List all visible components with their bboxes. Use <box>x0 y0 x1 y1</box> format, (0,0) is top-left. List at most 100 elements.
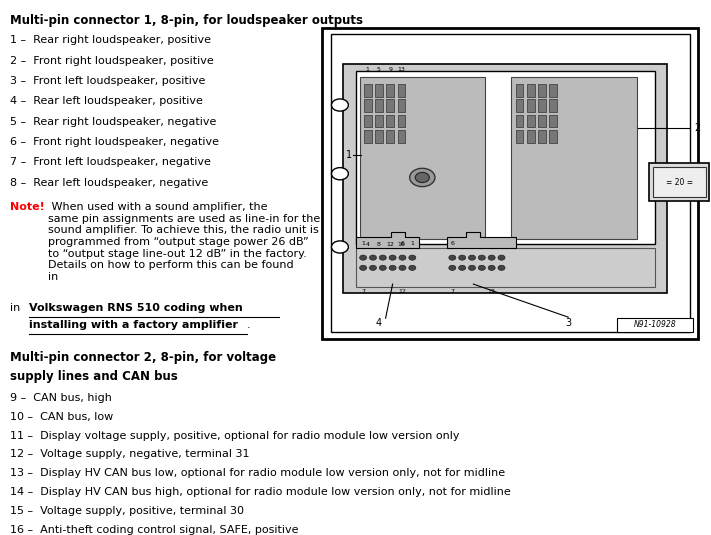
Bar <box>550 84 557 97</box>
Bar <box>386 114 394 127</box>
Bar <box>511 77 637 239</box>
Text: 1: 1 <box>346 150 352 160</box>
Text: 9: 9 <box>388 67 392 72</box>
Circle shape <box>370 265 376 270</box>
Text: 13 –  Display HV CAN bus low, optional for radio module low version only, not fo: 13 – Display HV CAN bus low, optional fo… <box>10 468 505 478</box>
Bar <box>515 130 523 143</box>
Bar <box>375 100 383 112</box>
Circle shape <box>488 255 495 260</box>
Text: 4: 4 <box>365 242 370 247</box>
Bar <box>364 84 372 97</box>
Circle shape <box>449 265 456 270</box>
Text: 4 –  Rear left loudspeaker, positive: 4 – Rear left loudspeaker, positive <box>10 96 203 106</box>
Text: 1 –  Rear right loudspeaker, positive: 1 – Rear right loudspeaker, positive <box>10 35 210 45</box>
Text: Multi-pin connector 1, 8-pin, for loudspeaker outputs: Multi-pin connector 1, 8-pin, for loudsp… <box>10 14 363 27</box>
Polygon shape <box>447 232 515 248</box>
Text: 7: 7 <box>361 289 365 294</box>
Bar <box>515 100 523 112</box>
Bar <box>397 130 405 143</box>
Circle shape <box>479 255 486 260</box>
Text: Multi-pin connector 2, 8-pin, for voltage: Multi-pin connector 2, 8-pin, for voltag… <box>10 351 276 364</box>
Bar <box>527 130 535 143</box>
Text: = 20 =: = 20 = <box>665 178 693 187</box>
Bar <box>550 100 557 112</box>
Circle shape <box>459 265 466 270</box>
Text: 5: 5 <box>377 67 381 72</box>
Circle shape <box>469 255 476 260</box>
Bar <box>397 100 405 112</box>
Bar <box>386 130 394 143</box>
Text: 11 –  Display voltage supply, positive, optional for radio module low version on: 11 – Display voltage supply, positive, o… <box>10 431 459 441</box>
Bar <box>538 84 546 97</box>
Text: 2: 2 <box>695 123 701 133</box>
Circle shape <box>331 99 348 111</box>
Circle shape <box>479 265 486 270</box>
Circle shape <box>331 241 348 253</box>
Bar <box>538 100 546 112</box>
Bar <box>322 28 698 339</box>
Bar <box>386 100 394 112</box>
Circle shape <box>410 169 435 187</box>
Text: 1: 1 <box>410 241 415 246</box>
Text: 7 –  Front left loudspeaker, negative: 7 – Front left loudspeaker, negative <box>10 157 210 167</box>
Text: 12: 12 <box>488 289 496 294</box>
Circle shape <box>498 255 505 260</box>
Bar <box>364 130 372 143</box>
Bar <box>360 77 485 239</box>
Bar <box>364 114 372 127</box>
Circle shape <box>360 265 367 270</box>
Text: 1: 1 <box>365 67 370 72</box>
Text: .: . <box>247 320 251 330</box>
Bar <box>364 100 372 112</box>
Bar <box>331 34 690 332</box>
Bar <box>527 84 535 97</box>
Bar <box>356 248 655 287</box>
Text: 6 –  Front right loudspeaker, negative: 6 – Front right loudspeaker, negative <box>10 137 219 147</box>
Bar <box>527 114 535 127</box>
Text: Note!: Note! <box>10 202 45 212</box>
Circle shape <box>409 255 416 260</box>
Circle shape <box>488 265 495 270</box>
Bar <box>653 167 705 197</box>
Bar <box>617 318 693 332</box>
Circle shape <box>389 265 396 270</box>
Text: N91-10928: N91-10928 <box>634 320 677 330</box>
Text: 1: 1 <box>361 241 365 246</box>
Text: 16: 16 <box>397 242 405 247</box>
Circle shape <box>409 265 416 270</box>
Text: 4: 4 <box>375 318 382 328</box>
Circle shape <box>415 172 429 182</box>
Circle shape <box>469 265 476 270</box>
Text: 5 –  Rear right loudspeaker, negative: 5 – Rear right loudspeaker, negative <box>10 117 216 127</box>
Text: 12 –  Voltage supply, negative, terminal 31: 12 – Voltage supply, negative, terminal … <box>10 449 250 460</box>
Text: 12: 12 <box>398 289 407 294</box>
Circle shape <box>389 255 396 260</box>
Bar <box>538 130 546 143</box>
Bar <box>375 84 383 97</box>
Circle shape <box>459 255 466 260</box>
Bar <box>649 163 709 201</box>
Bar <box>515 114 523 127</box>
Circle shape <box>449 255 456 260</box>
Text: supply lines and CAN bus: supply lines and CAN bus <box>10 370 178 383</box>
Bar <box>343 64 666 293</box>
Circle shape <box>498 265 505 270</box>
Bar <box>527 100 535 112</box>
Bar <box>386 84 394 97</box>
Bar <box>397 114 405 127</box>
Bar <box>538 114 546 127</box>
Bar <box>550 114 557 127</box>
Text: in: in <box>10 303 23 313</box>
Text: 3 –  Front left loudspeaker, positive: 3 – Front left loudspeaker, positive <box>10 76 205 86</box>
Circle shape <box>399 255 406 260</box>
Bar <box>356 72 655 244</box>
Text: 8: 8 <box>377 242 381 247</box>
Bar <box>375 114 383 127</box>
Text: When used with a sound amplifier, the
same pin assignments are used as line-in f: When used with a sound amplifier, the sa… <box>48 202 321 282</box>
Bar <box>375 130 383 143</box>
Text: 15 –  Voltage supply, positive, terminal 30: 15 – Voltage supply, positive, terminal … <box>10 506 244 516</box>
Text: 6: 6 <box>450 241 454 246</box>
Text: Volkswagen RNS 510 coding when: Volkswagen RNS 510 coding when <box>29 303 243 313</box>
Text: 14 –  Display HV CAN bus high, optional for radio module low version only, not f: 14 – Display HV CAN bus high, optional f… <box>10 487 510 497</box>
Text: 10 –  CAN bus, low: 10 – CAN bus, low <box>10 412 113 422</box>
